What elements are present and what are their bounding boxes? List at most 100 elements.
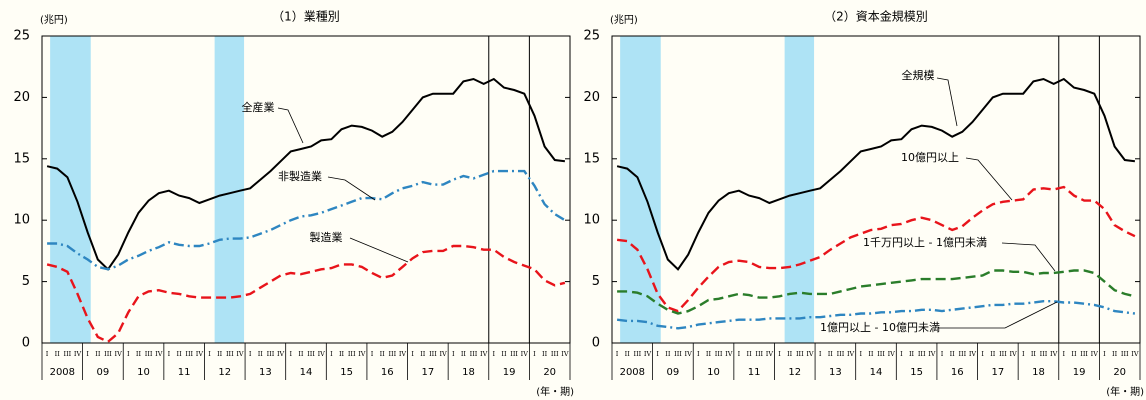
x-tick-label: III: [715, 350, 723, 358]
y-tick-label: 15: [583, 151, 600, 166]
year-label: 10: [707, 367, 720, 378]
year-label: 11: [178, 367, 191, 378]
x-tick-label: II: [1071, 350, 1077, 358]
x-tick-label: IV: [847, 350, 855, 358]
x-tick-label: I: [616, 350, 619, 358]
y-tick-label: 0: [22, 336, 30, 351]
x-tick-label: II: [625, 350, 631, 358]
x-tick-label: I: [1103, 350, 1106, 358]
x-tick-label: II: [1112, 350, 1118, 358]
y-tick-label: 10: [583, 213, 600, 228]
x-tick-label: I: [941, 350, 944, 358]
leader-line: [965, 157, 1013, 201]
x-tick-label: II: [747, 350, 753, 358]
x-tick-label: III: [145, 350, 153, 358]
line-series: [616, 300, 1136, 330]
leader-line: [277, 107, 304, 144]
x-tick-label: II: [787, 350, 793, 358]
year-label: 2008: [620, 367, 645, 378]
x-tick-label: I: [86, 350, 89, 358]
year-label: 20: [1113, 367, 1126, 378]
year-label: 14: [300, 367, 313, 378]
y-tick-label: 5: [592, 274, 600, 289]
x-tick-label: IV: [521, 350, 529, 358]
x-tick-label: IV: [1050, 350, 1058, 358]
x-tick-label: IV: [399, 350, 407, 358]
y-tick-label: 25: [583, 29, 600, 44]
x-tick-label: I: [697, 350, 700, 358]
year-label: 09: [667, 367, 680, 378]
year-label: 11: [748, 367, 761, 378]
series-label: 1千万円以上 - 1億円未満: [863, 236, 987, 249]
x-tick-label: IV: [644, 350, 652, 358]
year-label: 17: [421, 367, 434, 378]
x-tick-label: II: [380, 350, 386, 358]
x-tick-label: III: [226, 350, 234, 358]
x-tick-label: III: [551, 350, 559, 358]
x-tick-label: III: [796, 350, 804, 358]
x-tick-label: I: [738, 350, 741, 358]
shaded-period: [50, 36, 91, 343]
x-tick-label: IV: [685, 350, 693, 358]
x-tick-label: I: [249, 350, 252, 358]
x-tick-label: I: [533, 350, 536, 358]
x-tick-label: IV: [888, 350, 896, 358]
year-label: 12: [788, 367, 801, 378]
x-tick-label: I: [411, 350, 414, 358]
x-tick-label: IV: [806, 350, 814, 358]
x-tick-label: III: [634, 350, 642, 358]
year-label: 09: [97, 367, 110, 378]
x-tick-label: III: [510, 350, 518, 358]
x-tick-label: I: [46, 350, 49, 358]
x-tick-label: IV: [74, 350, 82, 358]
x-tick-label: I: [330, 350, 333, 358]
y-unit: (兆円): [610, 14, 638, 26]
x-tick-label: I: [1022, 350, 1025, 358]
line-series: [616, 185, 1136, 313]
x-tick-label: III: [1121, 350, 1129, 358]
series-label: 非製造業: [278, 169, 322, 183]
x-unit: (年・期): [536, 385, 574, 398]
year-label: 16: [951, 367, 964, 378]
x-tick-label: I: [859, 350, 862, 358]
line-series: [46, 244, 566, 344]
x-tick-label: II: [339, 350, 345, 358]
plot-frame: [41, 35, 571, 344]
x-tick-label: IV: [196, 350, 204, 358]
y-tick-label: 20: [583, 90, 600, 105]
x-tick-label: I: [1063, 350, 1066, 358]
series-label: 10億円以上: [901, 151, 959, 164]
x-tick-label: IV: [766, 350, 774, 358]
series-label: 全規模: [902, 68, 935, 82]
x-tick-label: III: [104, 350, 112, 358]
x-tick-label: I: [493, 350, 496, 358]
x-tick-label: II: [217, 350, 223, 358]
x-tick-label: II: [95, 350, 101, 358]
leader-line: [1001, 242, 1056, 272]
year-label: 13: [829, 367, 842, 378]
x-tick-label: III: [1040, 350, 1048, 358]
year-label: 18: [462, 367, 475, 378]
x-tick-label: III: [674, 350, 682, 358]
x-tick-label: IV: [1091, 350, 1099, 358]
x-tick-label: II: [177, 350, 183, 358]
x-unit: (年・期): [1106, 385, 1144, 398]
year-label: 15: [910, 367, 923, 378]
x-tick-label: II: [990, 350, 996, 358]
x-tick-label: IV: [1009, 350, 1017, 358]
shaded-period: [620, 36, 661, 343]
year-label: 20: [543, 367, 556, 378]
x-tick-label: IV: [439, 350, 447, 358]
x-tick-label: III: [877, 350, 885, 358]
y-tick-label: 20: [13, 90, 30, 105]
x-tick-label: I: [371, 350, 374, 358]
y-tick-label: 5: [22, 274, 30, 289]
x-tick-label: IV: [480, 350, 488, 358]
year-label: 13: [259, 367, 272, 378]
x-tick-label: IV: [115, 350, 123, 358]
x-tick-label: IV: [725, 350, 733, 358]
chart-title: （2）資本金規模別: [824, 9, 928, 24]
line-series: [46, 77, 566, 271]
x-tick-label: II: [136, 350, 142, 358]
